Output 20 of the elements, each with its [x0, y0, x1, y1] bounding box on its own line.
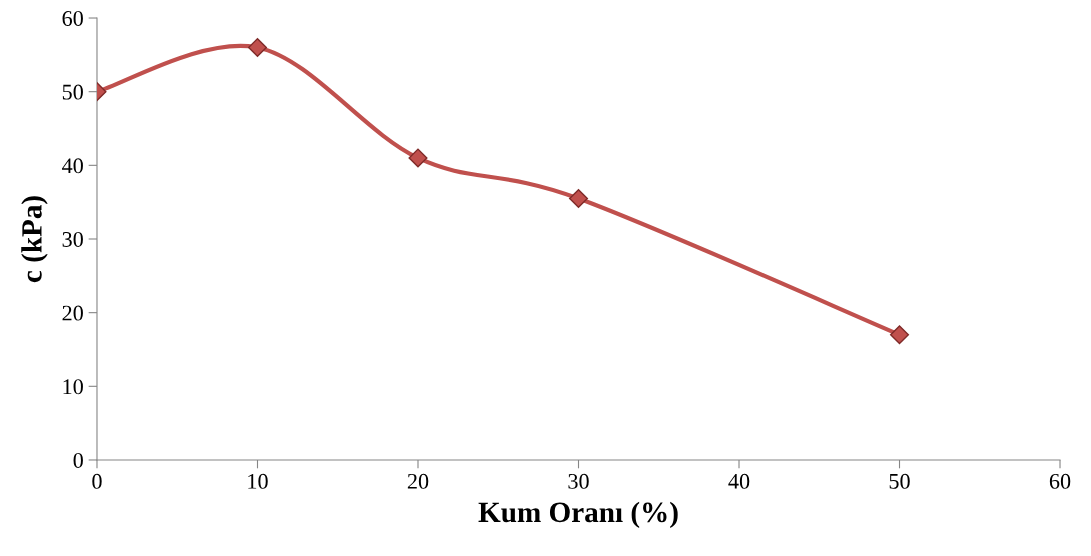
x-axis-title: Kum Oranı (%) [478, 501, 678, 529]
x-tick-label: 10 [248, 473, 268, 489]
point [408, 148, 428, 168]
x-tick-label: 50 [889, 473, 910, 489]
y-tick-label: 20 [62, 305, 83, 321]
x-tick-label: 60 [1049, 473, 1071, 489]
y-tick-label: 0 [73, 452, 83, 468]
y-tick-label: 40 [62, 158, 83, 174]
y-axis-title: c (kPa) [21, 196, 48, 283]
y-tick-label: 10 [63, 379, 83, 395]
y-tick-label: 60 [62, 10, 83, 26]
y-tick-label: 30 [62, 231, 83, 247]
y-tick-label: 50 [62, 84, 83, 100]
x-tick-label: 30 [568, 473, 589, 489]
point [247, 37, 268, 58]
x-tick-label: 20 [407, 473, 429, 489]
x-tick-label: 0 [92, 473, 102, 489]
point [568, 188, 589, 209]
x-tick-label: 40 [728, 473, 750, 489]
point [889, 325, 910, 345]
